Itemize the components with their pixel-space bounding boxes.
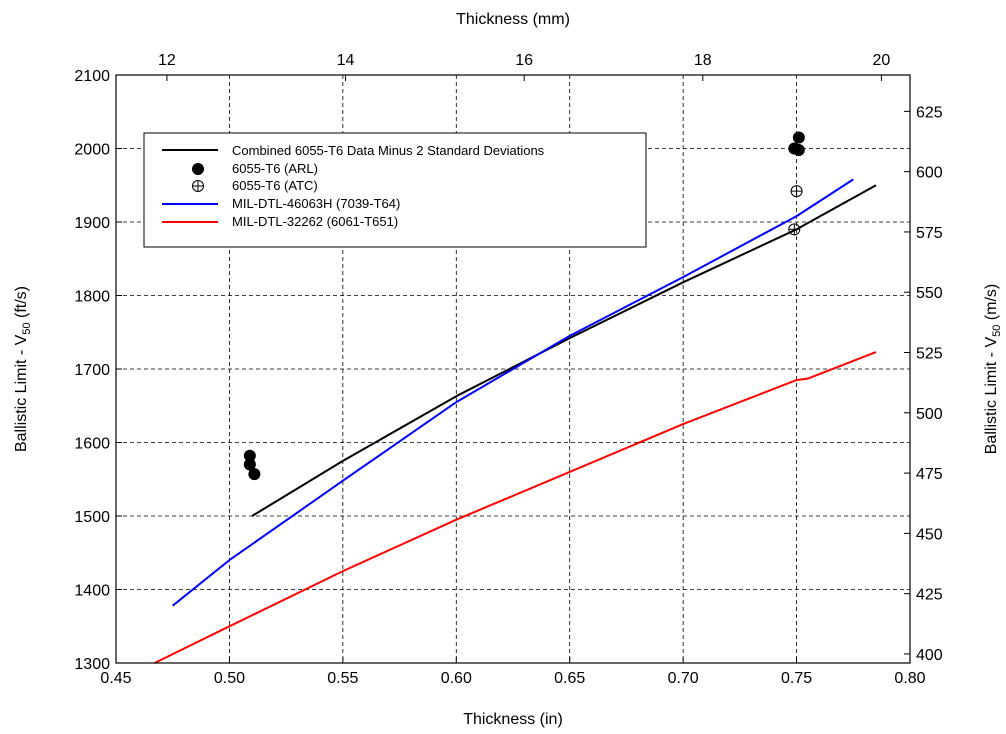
legend-label-atc: 6055-T6 (ATC) bbox=[232, 178, 318, 193]
y-tick-label: 1600 bbox=[74, 436, 110, 453]
y-tick-label: 1900 bbox=[74, 215, 110, 232]
y-axis-title: Ballistic Limit - V50 (ft/s) bbox=[13, 286, 33, 452]
x-axis-title: Thickness (in) bbox=[463, 711, 563, 728]
right-tick-label: 625 bbox=[916, 104, 943, 121]
x-tick-label: 0.50 bbox=[214, 670, 245, 687]
right-tick-label: 450 bbox=[916, 526, 943, 543]
legend-label-arl: 6055-T6 (ARL) bbox=[232, 161, 318, 176]
x-tick-label: 0.65 bbox=[554, 670, 585, 687]
data-point-arl bbox=[243, 458, 256, 471]
legend-box bbox=[143, 132, 647, 248]
top-tick-label: 16 bbox=[515, 52, 533, 69]
legend-label-combined: Combined 6055-T6 Data Minus 2 Standard D… bbox=[232, 143, 545, 158]
right-tick-label: 525 bbox=[916, 346, 943, 363]
legend: Combined 6055-T6 Data Minus 2 Standard D… bbox=[143, 132, 647, 248]
right-axis-title-main: Ballistic Limit - V bbox=[983, 337, 1000, 455]
data-point-arl bbox=[243, 449, 256, 462]
data-point-atc bbox=[790, 185, 803, 198]
legend-label-32262: MIL-DTL-32262 (6061-T651) bbox=[232, 214, 398, 229]
y-axis-title-main: Ballistic Limit - V bbox=[13, 334, 30, 452]
x-tick-label: 0.75 bbox=[781, 670, 812, 687]
data-point-arl bbox=[792, 143, 805, 156]
data-point-atc bbox=[788, 223, 801, 236]
y-tick-label: 2100 bbox=[74, 68, 110, 85]
y-tick-label: 1300 bbox=[74, 656, 110, 673]
series-layer bbox=[154, 131, 877, 664]
x-tick-label: 0.80 bbox=[894, 670, 925, 687]
x-tick-label: 0.60 bbox=[441, 670, 472, 687]
x-tick-label: 0.55 bbox=[327, 670, 358, 687]
right-tick-label: 600 bbox=[916, 165, 943, 182]
y-tick-label: 1800 bbox=[74, 289, 110, 306]
right-tick-label: 425 bbox=[916, 587, 943, 604]
data-point-arl bbox=[792, 131, 805, 144]
top-axis-title: Thickness (mm) bbox=[456, 11, 570, 28]
top-tick-label: 20 bbox=[873, 52, 891, 69]
legend-label-46063h: MIL-DTL-46063H (7039-T64) bbox=[232, 196, 400, 211]
y-tick-label: 2000 bbox=[74, 142, 110, 159]
y-axis-title-unit: (ft/s) bbox=[13, 286, 30, 322]
y-tick-label: 1500 bbox=[74, 509, 110, 526]
series-line-3 bbox=[172, 178, 854, 607]
data-point-arl bbox=[248, 468, 261, 481]
right-tick-label: 400 bbox=[916, 647, 943, 664]
right-tick-label: 575 bbox=[916, 225, 943, 242]
x-tick-label: 0.45 bbox=[100, 670, 131, 687]
top-tick-label: 18 bbox=[694, 52, 712, 69]
right-tick-label: 500 bbox=[916, 406, 943, 423]
right-axis-title-unit: (m/s) bbox=[983, 284, 1000, 325]
right-axis-title: Ballistic Limit - V50 (m/s) bbox=[983, 284, 1003, 454]
legend-swatch-atc bbox=[192, 180, 204, 192]
right-axis-title-subscript: 50 bbox=[991, 325, 1003, 337]
top-tick-label: 12 bbox=[158, 52, 176, 69]
series-line-4 bbox=[154, 351, 877, 664]
right-tick-label: 475 bbox=[916, 466, 943, 483]
y-tick-label: 1700 bbox=[74, 362, 110, 379]
y-axis-title-subscript: 50 bbox=[21, 322, 33, 334]
right-tick-label: 550 bbox=[916, 285, 943, 302]
y-tick-label: 1400 bbox=[74, 583, 110, 600]
x-tick-label: 0.70 bbox=[668, 670, 699, 687]
ticks: 0.45 0.50 0.55 0.60 0.65 0.70 0.75 0.80 1300 1400… bbox=[74, 52, 942, 687]
legend-swatch-arl bbox=[192, 163, 204, 175]
top-tick-label: 14 bbox=[337, 52, 355, 69]
